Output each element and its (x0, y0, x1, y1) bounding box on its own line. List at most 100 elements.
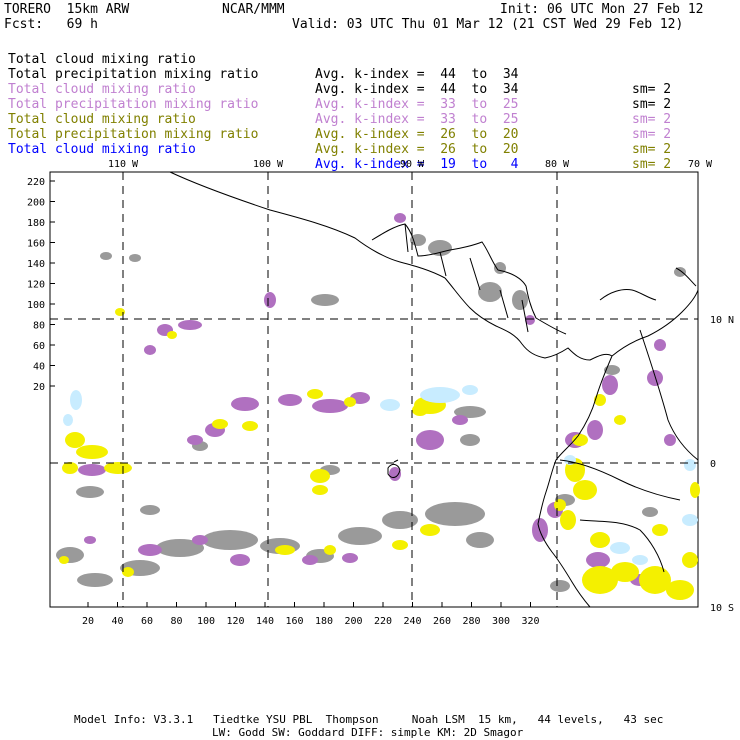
yellow-cloud-cell (611, 562, 639, 582)
forecast-hour: Fcst: 69 h (4, 17, 98, 32)
coastline-caribbean (371, 223, 567, 335)
coastline-central-america (444, 277, 613, 361)
yellow-cloud-cell (560, 510, 576, 530)
model-info-line: Model Info: V3.3.1 Tiedtke YSU PBL Thomp… (74, 713, 664, 726)
legend-field-name: Total cloud mixing ratio (8, 52, 196, 67)
x-grid-index-ticks: 20 40 60 80 100 120 140 160 180 200 220 240 260 280 30… (82, 602, 540, 627)
yellow-cloud-cell (573, 480, 597, 500)
yellow-cloud-cell (614, 415, 626, 425)
gray-cloud-cell (77, 573, 113, 587)
yellow-cloud-cell (572, 434, 588, 446)
gray-cloud-cell (311, 294, 339, 306)
cyan-cloud-cell (70, 390, 82, 410)
yellow-cloud-cell (62, 462, 78, 474)
coastlines (169, 171, 699, 608)
legend-field-name: Total precipitation mixing ratio (8, 127, 259, 142)
purple-cloud-cell (230, 554, 250, 566)
yellow-cloud-cell (275, 545, 295, 555)
purple-cloud-cell (587, 420, 603, 440)
purple-cloud-cell (312, 399, 348, 413)
y-tick-label: 200 (27, 198, 45, 209)
cyan-cloud-cell (610, 542, 630, 554)
longitude-labels: 110 W 100 W 90 W 80 W 70 W (108, 159, 713, 170)
purple-cloud-cell (78, 464, 106, 476)
legend-field-name: Total precipitation mixing ratio (8, 97, 259, 112)
legend-k-index: Avg. k-index = 26 to 20 (315, 142, 519, 157)
legend-field-name: Total cloud mixing ratio (8, 142, 196, 157)
gray-cloud-cell (460, 434, 480, 446)
cyan-cloud-cell (420, 387, 460, 403)
purple-cloud-cell (178, 320, 202, 330)
x-tick-label: 260 (433, 616, 451, 627)
lon-label: 100 W (253, 159, 284, 170)
legend-row: Total precipitation mixing ratio Avg. k-… (8, 82, 671, 142)
legend-smoothing: sm= 2 (632, 97, 672, 112)
yellow-cloud-cell (242, 421, 258, 431)
yellow-cloud-cell (122, 567, 134, 577)
yellow-cloud-cell (652, 524, 668, 536)
lon-label: 90 W (400, 159, 425, 170)
lat-label: 0 (710, 459, 716, 470)
legend-k-index: Avg. k-index = 33 to 25 (315, 97, 519, 112)
purple-cloud-cell (452, 415, 468, 425)
galapagos-islands (387, 459, 401, 478)
y-tick-label: 120 (27, 280, 45, 291)
gray-cloud-cell (512, 290, 528, 310)
purple-cloud-cell (302, 555, 318, 565)
graticule (50, 172, 698, 607)
model-title: TORERO 15km ARW (4, 2, 130, 17)
cyan-cloud-cell (380, 399, 400, 411)
yellow-cloud-cell (310, 469, 330, 483)
x-tick-label: 280 (462, 616, 480, 627)
x-tick-label: 80 (170, 616, 182, 627)
yellow-cloud-cell (312, 485, 328, 495)
gray-cloud-cell (382, 511, 418, 529)
physics-info-line: LW: Godd SW: Goddard DIFF: simple KM: 2D… (212, 726, 524, 739)
legend-k-index: Avg. k-index = 44 to 34 (315, 67, 519, 82)
cyan-cloud-cell (63, 414, 73, 426)
cyan-cloud-cell (632, 555, 648, 565)
purple-cloud-cell (647, 370, 663, 386)
x-tick-label: 180 (315, 616, 333, 627)
purple-cloud-cell (664, 434, 676, 446)
coastline-mexico (169, 171, 446, 279)
latitude-labels: 10 N 0 10 S (710, 315, 734, 614)
gray-cloud-cell (642, 507, 658, 517)
legend-field-name: Total cloud mixing ratio (8, 112, 196, 127)
x-tick-label: 220 (374, 616, 392, 627)
gray-cloud-cell (156, 539, 204, 557)
lat-label: 10 S (710, 603, 734, 614)
yellow-cloud-cell (212, 419, 228, 429)
cyan-cloud-cell (684, 459, 696, 471)
purple-cloud-cell (187, 435, 203, 445)
purple-cloud-cell (144, 345, 156, 355)
gray-cloud-cell (454, 406, 486, 418)
x-tick-label: 40 (111, 616, 123, 627)
organization-label: NCAR/MMM (222, 2, 285, 17)
y-grid-index-ticks: 220 200 180 160 140 120 100 80 60 40 20 (27, 177, 55, 393)
legend-row: Total cloud mixing ratio Avg. k-index = … (8, 37, 671, 97)
yellow-cloud-cell (594, 394, 606, 406)
cyan-cloud-cell (462, 385, 478, 395)
legend-k-index: Avg. k-index = 33 to 25 (315, 112, 519, 127)
x-tick-label: 320 (521, 616, 539, 627)
gray-cloud-cell (466, 532, 494, 548)
gray-cloud-cell (550, 580, 570, 592)
purple-cloud-cell (192, 535, 208, 545)
yellow-cloud-cell (582, 566, 618, 594)
yellow-cloud-cell (392, 540, 408, 550)
legend-smoothing: sm= 2 (632, 157, 672, 172)
purple-cloud-cell (138, 544, 162, 556)
y-tick-label: 140 (27, 259, 45, 270)
lon-label: 80 W (545, 159, 570, 170)
gray-cloud-cell (494, 262, 506, 274)
legend-row: Total precipitation mixing ratio Avg. k-… (8, 112, 671, 172)
yellow-cloud-cell (420, 524, 440, 536)
legend-k-index: Avg. k-index = 26 to 20 (315, 127, 519, 142)
yellow-cloud-cell (104, 462, 132, 474)
x-tick-label: 200 (344, 616, 362, 627)
gray-cloud-cell (76, 486, 104, 498)
purple-cloud-cell (586, 552, 610, 568)
x-tick-label: 140 (256, 616, 274, 627)
